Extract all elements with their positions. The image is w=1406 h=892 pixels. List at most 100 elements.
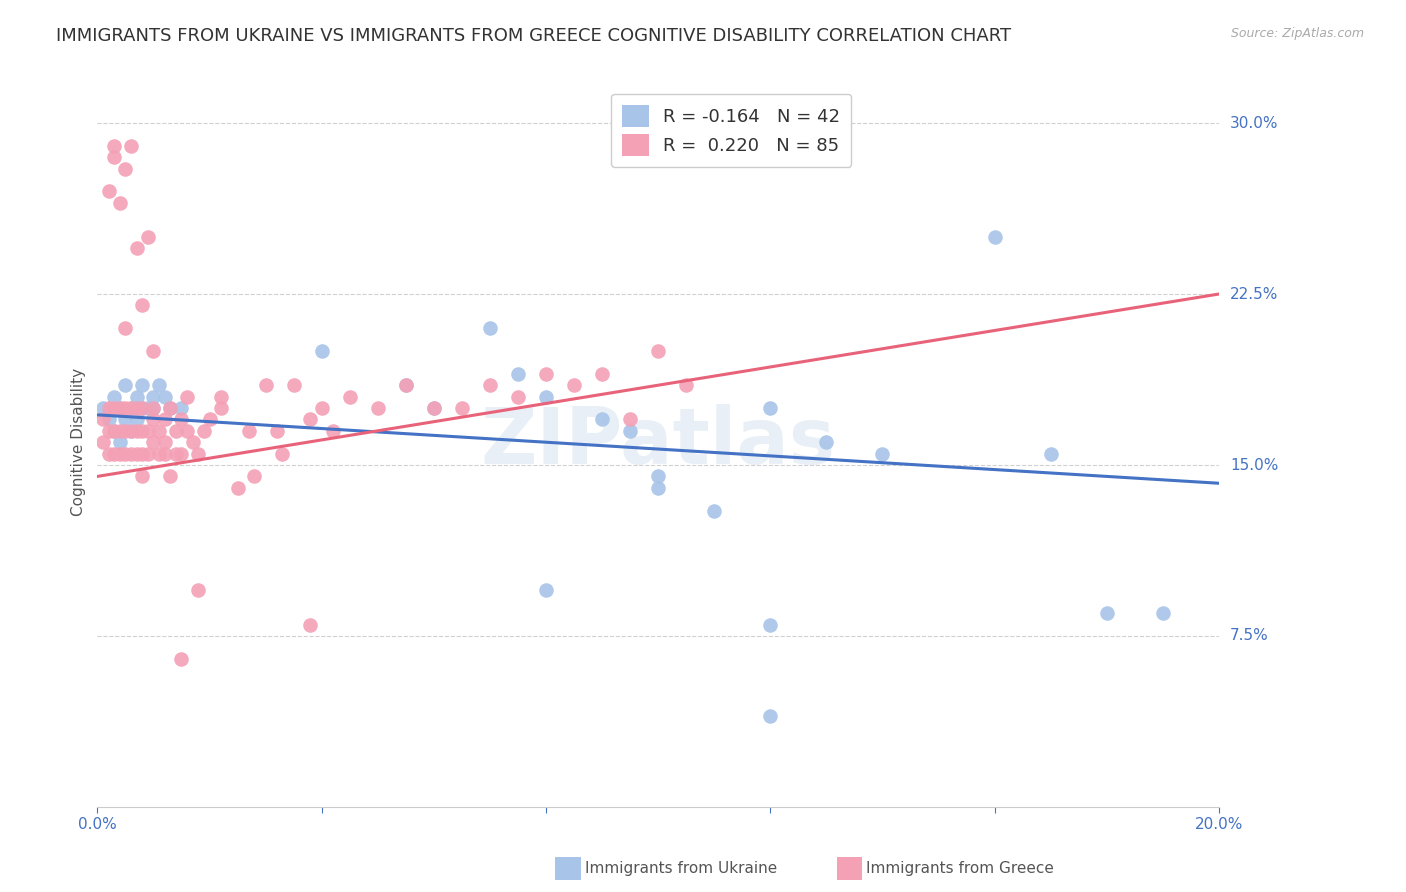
Text: Immigrants from Ukraine: Immigrants from Ukraine [585, 862, 778, 876]
Point [187, 583, 209, 598]
Point [815, 435, 838, 450]
Text: IMMIGRANTS FROM UKRAINE VS IMMIGRANTS FROM GREECE COGNITIVE DISABILITY CORRELATI: IMMIGRANTS FROM UKRAINE VS IMMIGRANTS FR… [56, 27, 1011, 45]
Point [125, 424, 148, 438]
Point [619, 412, 641, 426]
Point [108, 401, 131, 415]
Point [103, 424, 125, 438]
Point [108, 424, 131, 438]
Point [153, 435, 176, 450]
Point [170, 447, 193, 461]
Point [1039, 447, 1062, 461]
Text: ZIPatlas: ZIPatlas [481, 404, 835, 480]
Point [283, 378, 305, 392]
Point [165, 424, 187, 438]
Point [114, 447, 136, 461]
Point [506, 367, 529, 381]
Point [983, 230, 1005, 244]
Point [103, 390, 125, 404]
Point [153, 412, 176, 426]
Point [131, 469, 153, 483]
Point [647, 469, 669, 483]
Point [131, 378, 153, 392]
Point [619, 424, 641, 438]
Point [120, 401, 142, 415]
Point [872, 447, 894, 461]
Point [131, 447, 153, 461]
Point [142, 401, 165, 415]
Point [311, 401, 333, 415]
Point [108, 447, 131, 461]
Point [103, 150, 125, 164]
Text: 30.0%: 30.0% [1230, 116, 1278, 130]
Point [209, 401, 232, 415]
Point [103, 424, 125, 438]
Point [153, 447, 176, 461]
Point [299, 412, 322, 426]
Point [103, 138, 125, 153]
Point [647, 481, 669, 495]
Point [159, 401, 181, 415]
Point [108, 401, 131, 415]
Point [148, 424, 170, 438]
Point [395, 378, 418, 392]
Point [591, 367, 613, 381]
Point [142, 412, 165, 426]
Point [136, 401, 159, 415]
Point [131, 401, 153, 415]
Point [131, 298, 153, 312]
Point [243, 469, 266, 483]
Point [254, 378, 277, 392]
Point [339, 390, 361, 404]
Point [299, 617, 322, 632]
Point [1152, 606, 1174, 620]
Point [322, 424, 344, 438]
Point [142, 435, 165, 450]
Point [125, 242, 148, 256]
Point [108, 435, 131, 450]
Point [103, 401, 125, 415]
Point [91, 401, 114, 415]
Point [176, 424, 198, 438]
Point [170, 412, 193, 426]
Text: Immigrants from Greece: Immigrants from Greece [866, 862, 1054, 876]
Point [759, 617, 782, 632]
Point [675, 378, 697, 392]
Point [125, 390, 148, 404]
Point [120, 424, 142, 438]
Point [198, 412, 221, 426]
Point [506, 390, 529, 404]
Point [131, 424, 153, 438]
Point [120, 424, 142, 438]
Point [759, 708, 782, 723]
Point [159, 401, 181, 415]
Point [534, 390, 557, 404]
Point [647, 344, 669, 359]
Point [159, 469, 181, 483]
Point [142, 390, 165, 404]
Point [478, 321, 501, 335]
Point [103, 447, 125, 461]
Point [114, 321, 136, 335]
Point [395, 378, 418, 392]
Text: 15.0%: 15.0% [1230, 458, 1278, 473]
Point [114, 378, 136, 392]
Point [97, 424, 120, 438]
Point [423, 401, 446, 415]
Point [120, 138, 142, 153]
Point [562, 378, 585, 392]
Point [97, 401, 120, 415]
Point [1095, 606, 1118, 620]
Point [114, 401, 136, 415]
Point [148, 447, 170, 461]
Point [193, 424, 215, 438]
Point [131, 401, 153, 415]
Point [266, 424, 288, 438]
Legend: R = -0.164   N = 42, R =  0.220   N = 85: R = -0.164 N = 42, R = 0.220 N = 85 [612, 94, 851, 167]
Point [534, 583, 557, 598]
Point [153, 390, 176, 404]
Point [114, 424, 136, 438]
Point [91, 412, 114, 426]
Point [142, 344, 165, 359]
Point [136, 424, 159, 438]
Point [91, 435, 114, 450]
